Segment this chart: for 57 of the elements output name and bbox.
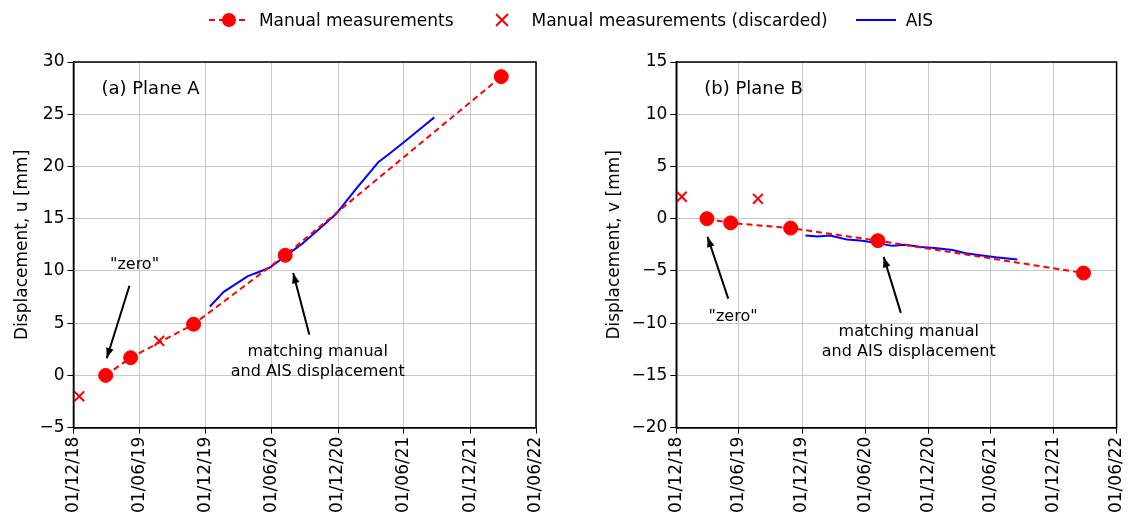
x-tick-label: 01/12/20	[916, 436, 937, 514]
x-tick-label: 01/06/19	[727, 436, 748, 514]
point	[699, 211, 715, 227]
y-tick-label: −10	[631, 311, 668, 332]
x-tick-label: 01/12/18	[61, 436, 82, 514]
y-tick-label: 5	[53, 311, 65, 332]
text: (a) Plane A	[101, 76, 201, 98]
y-tick-label: 15	[42, 207, 65, 228]
point	[783, 220, 799, 236]
y-tick-label: 10	[42, 259, 65, 280]
x-tick-label: 01/12/21	[458, 436, 479, 514]
point	[98, 367, 114, 383]
x-tick-label: 01/06/22	[1105, 436, 1126, 514]
point	[751, 192, 764, 205]
y-tick-label: 25	[42, 102, 65, 123]
x-tick-label: 01/06/20	[260, 436, 281, 514]
x-tick-label: 01/12/21	[1042, 436, 1063, 514]
y-tick-label: −15	[631, 363, 668, 384]
y-tick-label: −5	[39, 416, 65, 437]
y-tick-label: 10	[645, 102, 668, 123]
y-tick-label: 30	[42, 50, 65, 71]
y-axis-title: Displacement, u [mm]	[10, 149, 31, 340]
point	[1076, 265, 1092, 281]
x-tick-label: 01/12/19	[790, 436, 811, 514]
x-tick-label: 01/12/19	[193, 436, 214, 514]
point	[186, 316, 202, 332]
y-axis-title: Displacement, v [mm]	[602, 150, 623, 340]
y-tick-label: −5	[642, 259, 668, 280]
x-tick-label: 01/12/20	[326, 436, 347, 514]
annotation: "zero"	[708, 305, 758, 325]
point	[73, 390, 86, 403]
y-tick-label: 0	[53, 363, 65, 384]
x-tick-label: 01/06/19	[127, 436, 148, 514]
x-tick-label: 01/06/21	[392, 436, 413, 514]
point	[123, 350, 139, 366]
x-tick-label: 01/06/20	[853, 436, 874, 514]
y-tick-label: −20	[631, 416, 668, 437]
y-tick-label: 20	[42, 154, 65, 175]
annotation: matching manual and AIS displacement	[230, 340, 405, 380]
annotation: "zero"	[110, 253, 160, 273]
y-tick-label: 15	[645, 50, 668, 71]
text: (b) Plane B	[704, 76, 803, 98]
point	[153, 334, 166, 347]
x-tick-label: 01/12/18	[664, 436, 685, 514]
x-tick-label: 01/06/21	[979, 436, 1000, 514]
point	[277, 247, 293, 263]
point	[493, 69, 509, 85]
legend-label: Manual measurements (discarded)	[531, 10, 828, 30]
y-tick-label: 0	[656, 207, 668, 228]
point	[723, 215, 739, 231]
annotation: matching manual and AIS displacement	[821, 320, 996, 360]
y-tick-label: 5	[656, 154, 668, 175]
point	[870, 233, 886, 249]
legend-label: Manual measurements	[258, 10, 454, 30]
x-tick-label: 01/06/22	[524, 436, 545, 514]
legend-label: AIS	[905, 10, 934, 30]
point	[676, 190, 688, 203]
